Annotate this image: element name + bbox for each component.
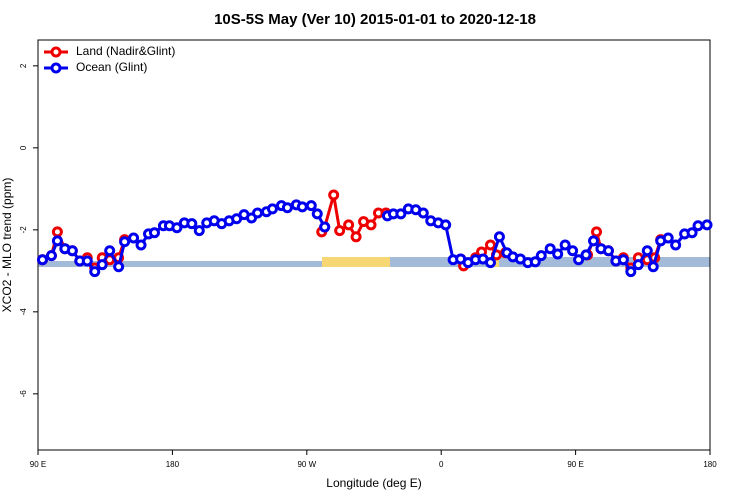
chart-title: 10S-5S May (Ver 10) 2015-01-01 to 2020-1… bbox=[214, 11, 536, 28]
series-marker bbox=[602, 245, 614, 257]
x-tick-label: 180 bbox=[166, 460, 180, 469]
y-axis-label: XCO2 - MLO trend (ppm) bbox=[0, 178, 14, 313]
series-marker bbox=[81, 255, 93, 267]
series-marker bbox=[66, 245, 78, 257]
ocean-strip bbox=[38, 261, 322, 267]
series-marker bbox=[281, 202, 293, 214]
y-tick-label: 2 bbox=[19, 63, 28, 68]
series-marker bbox=[559, 239, 571, 251]
series-marker bbox=[128, 232, 140, 244]
series-marker bbox=[328, 189, 340, 201]
legend-marker bbox=[50, 46, 62, 58]
legend-label: Land (Nadir&Glint) bbox=[76, 44, 175, 58]
series-marker bbox=[567, 245, 579, 257]
series-marker bbox=[701, 219, 713, 231]
series-marker bbox=[493, 231, 505, 243]
x-tick-label: 180 bbox=[703, 460, 717, 469]
series-marker bbox=[580, 249, 592, 261]
series-marker bbox=[395, 208, 407, 220]
series-marker bbox=[171, 222, 183, 234]
x-tick-label: 0 bbox=[439, 460, 444, 469]
series-marker bbox=[119, 236, 131, 248]
x-tick-label: 90 E bbox=[567, 460, 583, 469]
series-marker bbox=[148, 227, 160, 239]
series-marker bbox=[266, 203, 278, 215]
y-tick-label: 0 bbox=[19, 145, 28, 150]
series-marker bbox=[113, 261, 125, 273]
plot-frame bbox=[37, 39, 711, 451]
y-tick-label: -6 bbox=[19, 390, 28, 398]
series-marker bbox=[417, 207, 429, 219]
series-marker bbox=[662, 232, 674, 244]
series-marker bbox=[591, 226, 603, 238]
series-marker bbox=[670, 239, 682, 251]
x-tick-label: 90 W bbox=[297, 460, 316, 469]
y-tick-label: -2 bbox=[19, 226, 28, 234]
series-marker bbox=[484, 239, 496, 251]
series-marker bbox=[343, 219, 355, 231]
legend-label: Ocean (Glint) bbox=[76, 60, 147, 74]
series-marker bbox=[334, 225, 346, 237]
series-marker bbox=[484, 257, 496, 269]
series-marker bbox=[350, 231, 362, 243]
series-marker bbox=[641, 245, 653, 257]
series-marker bbox=[319, 221, 331, 233]
series-marker bbox=[51, 226, 63, 238]
series-marker bbox=[51, 235, 63, 247]
land-strip bbox=[322, 257, 390, 267]
series-marker bbox=[296, 201, 308, 213]
ocean-strip bbox=[390, 257, 710, 267]
series-marker bbox=[573, 254, 585, 266]
series-marker bbox=[135, 239, 147, 251]
series-marker bbox=[96, 259, 108, 271]
series-marker bbox=[692, 220, 704, 232]
series-marker bbox=[104, 245, 116, 257]
series-marker bbox=[588, 235, 600, 247]
series-marker bbox=[529, 256, 541, 268]
x-axis-label: Longitude (deg E) bbox=[326, 476, 421, 490]
series-marker bbox=[311, 208, 323, 220]
series-marker bbox=[552, 248, 564, 260]
series-marker bbox=[617, 254, 629, 266]
legend-marker bbox=[50, 62, 62, 74]
series-marker bbox=[45, 250, 57, 262]
series-marker bbox=[535, 250, 547, 262]
series-marker bbox=[647, 261, 659, 273]
series-marker bbox=[89, 266, 101, 278]
series-marker bbox=[686, 227, 698, 239]
series-marker bbox=[305, 200, 317, 212]
series-marker bbox=[36, 254, 48, 266]
x-tick-label: 90 E bbox=[30, 460, 46, 469]
series-marker bbox=[252, 207, 264, 219]
y-tick-label: -4 bbox=[19, 308, 28, 316]
series-marker bbox=[193, 225, 205, 237]
series-marker bbox=[625, 266, 637, 278]
series-marker bbox=[440, 219, 452, 231]
series-marker bbox=[544, 243, 556, 255]
series-marker bbox=[632, 259, 644, 271]
series-marker bbox=[365, 219, 377, 231]
series-marker bbox=[186, 218, 198, 230]
